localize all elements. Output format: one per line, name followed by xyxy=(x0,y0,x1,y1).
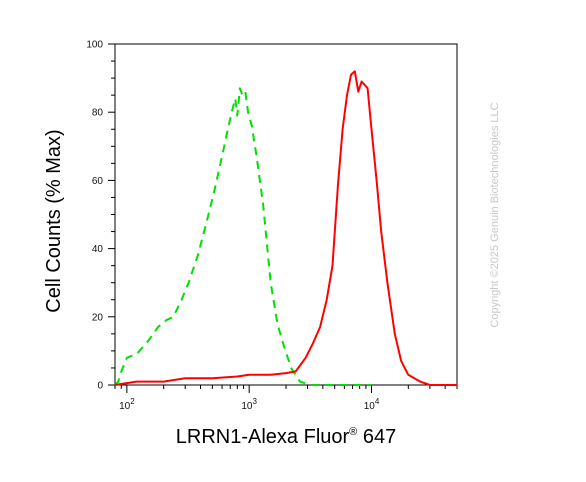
solid-series-line xyxy=(114,70,457,386)
x-axis-ticks: 102 103 104 xyxy=(114,385,458,412)
x-axis-label-registered: ® xyxy=(349,426,357,438)
x-axis-label-main: LRRN1-Alexa Fluor xyxy=(176,426,350,448)
copyright-watermark: Copyright ©2025 Genuin Biotechnologies L… xyxy=(489,102,501,327)
y-tick-label: 20 xyxy=(92,312,104,323)
x-axis-label-suffix: 647 xyxy=(357,426,396,448)
y-tick-label: 60 xyxy=(92,176,104,187)
y-tick-label: 0 xyxy=(97,381,103,392)
y-axis-label: Cell Counts (% Max) xyxy=(43,129,65,312)
y-tick-label: 40 xyxy=(92,244,104,255)
plot-frame xyxy=(114,43,458,386)
x-tick-label: 104 xyxy=(364,397,380,412)
dashed-series-line xyxy=(114,87,372,386)
x-tick-label: 103 xyxy=(241,397,257,412)
x-tick-label: 102 xyxy=(119,397,135,412)
y-tick-label: 100 xyxy=(86,40,103,51)
x-axis-label: LRRN1-Alexa Fluor® 647 xyxy=(176,426,396,448)
y-axis-ticks: 0 20 40 60 80 100 xyxy=(86,40,115,392)
y-tick-label: 80 xyxy=(92,108,104,119)
plot-border xyxy=(114,43,458,386)
series-layer xyxy=(114,70,457,386)
